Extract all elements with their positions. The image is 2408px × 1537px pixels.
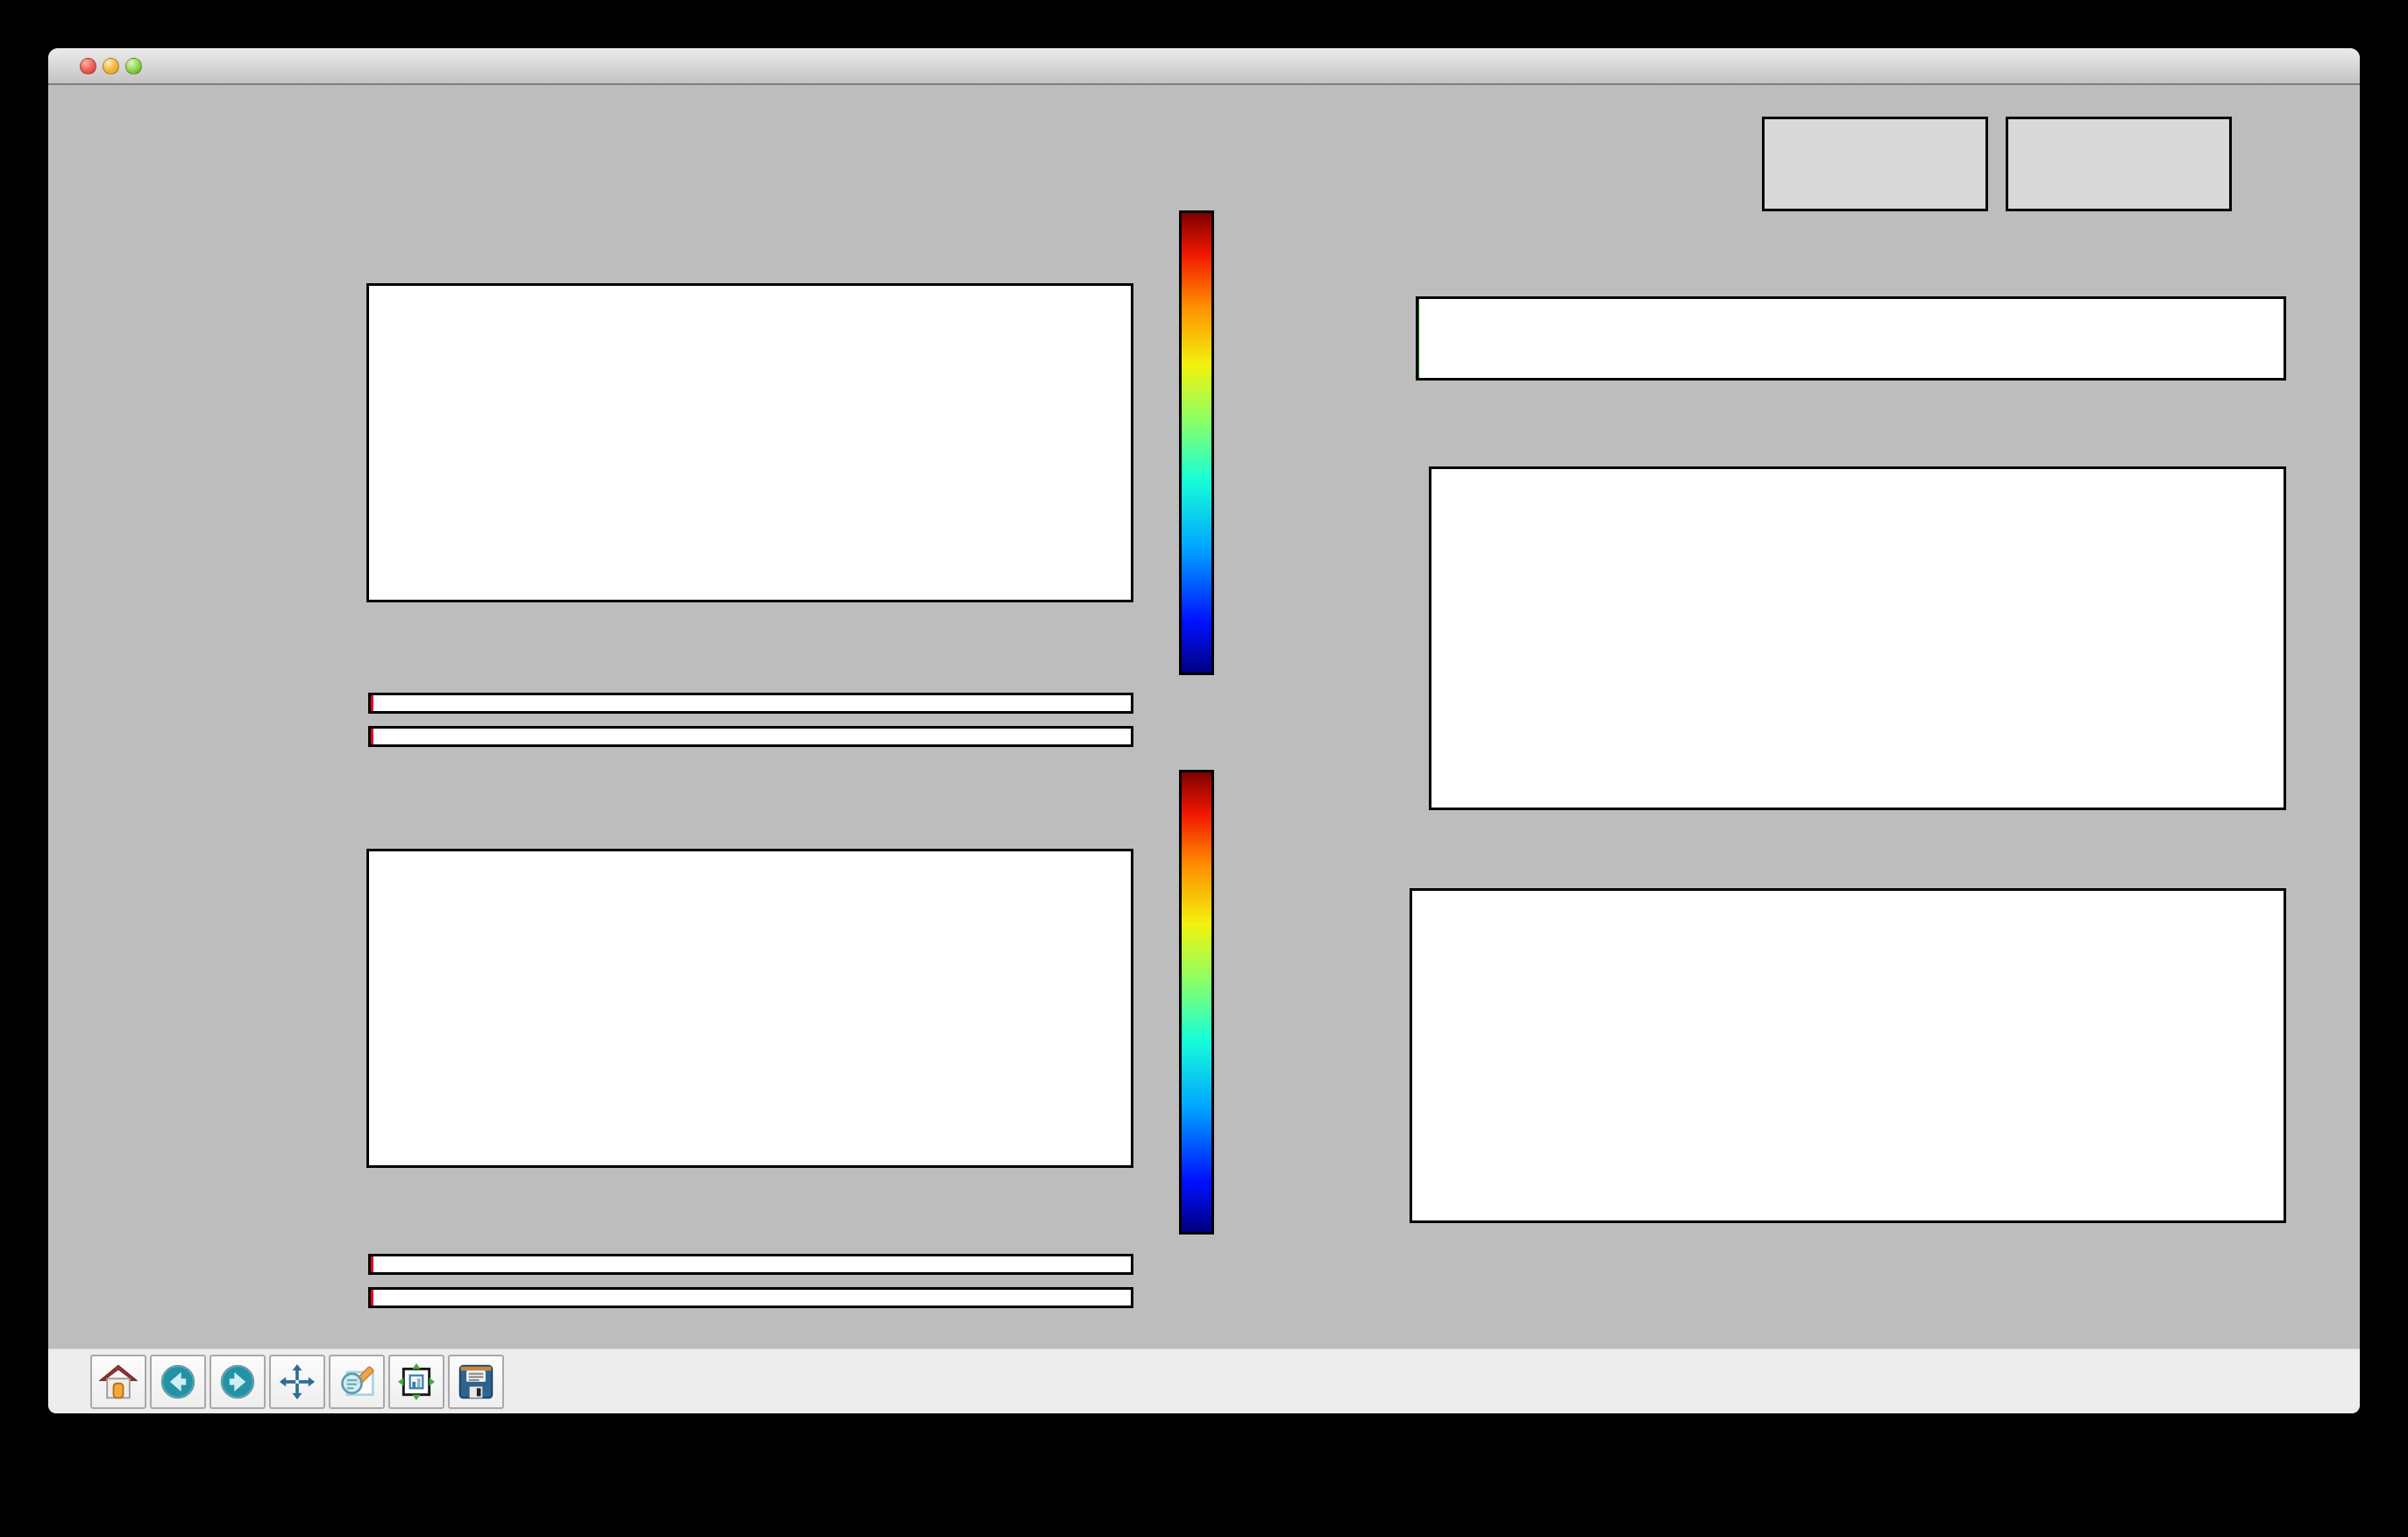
save-button[interactable] bbox=[448, 1355, 504, 1409]
induction-colorbar bbox=[1179, 210, 1214, 675]
configure-subplots-button[interactable] bbox=[388, 1355, 444, 1409]
screenshot-stage bbox=[0, 0, 2408, 1537]
induction-heatmap bbox=[366, 283, 1133, 602]
induction-thld1-slider[interactable] bbox=[368, 693, 1133, 714]
pan-button[interactable] bbox=[269, 1355, 325, 1409]
wire0-waveform bbox=[1410, 888, 2286, 1223]
trigger-time-marker bbox=[1416, 296, 1419, 381]
induction-thld1-zero-marker bbox=[371, 695, 373, 711]
induction-heatmap-image bbox=[366, 283, 1133, 602]
pan-icon bbox=[278, 1363, 316, 1401]
back-icon bbox=[159, 1363, 197, 1401]
wire0-waveform-plot bbox=[1410, 888, 2286, 1223]
configure-subplots-icon bbox=[397, 1363, 436, 1401]
zoom-to-rect-button[interactable] bbox=[329, 1355, 385, 1409]
back-button[interactable] bbox=[150, 1355, 206, 1409]
minimize-button[interactable] bbox=[103, 58, 119, 75]
collection-colorbar bbox=[1179, 770, 1214, 1235]
figure-window bbox=[48, 48, 2360, 1413]
forward-icon bbox=[218, 1363, 257, 1401]
previous-button[interactable] bbox=[1762, 117, 1988, 211]
next-button[interactable] bbox=[2006, 117, 2232, 211]
collection-heatmap-image bbox=[366, 849, 1133, 1168]
collection-heatmap bbox=[366, 849, 1133, 1168]
trigger-timestamp-plot bbox=[1416, 296, 2286, 381]
trigger-inputs-plot bbox=[1429, 466, 2286, 810]
collection-thld2-zero-marker bbox=[371, 1290, 373, 1306]
window-titlebar[interactable] bbox=[48, 48, 2360, 85]
home-button[interactable] bbox=[90, 1355, 146, 1409]
collection-thld1-zero-marker bbox=[371, 1256, 373, 1272]
zoom-button[interactable] bbox=[125, 58, 142, 75]
induction-thld2-slider[interactable] bbox=[368, 726, 1133, 747]
matplotlib-toolbar bbox=[48, 1348, 2360, 1413]
zoom-to-rect-icon bbox=[337, 1363, 376, 1401]
collection-thld2-slider[interactable] bbox=[368, 1287, 1133, 1308]
save-icon bbox=[457, 1363, 495, 1401]
home-icon bbox=[99, 1363, 138, 1401]
induction-thld2-zero-marker bbox=[371, 729, 373, 744]
collection-thld1-slider[interactable] bbox=[368, 1254, 1133, 1275]
close-button[interactable] bbox=[80, 58, 96, 75]
forward-button[interactable] bbox=[210, 1355, 266, 1409]
